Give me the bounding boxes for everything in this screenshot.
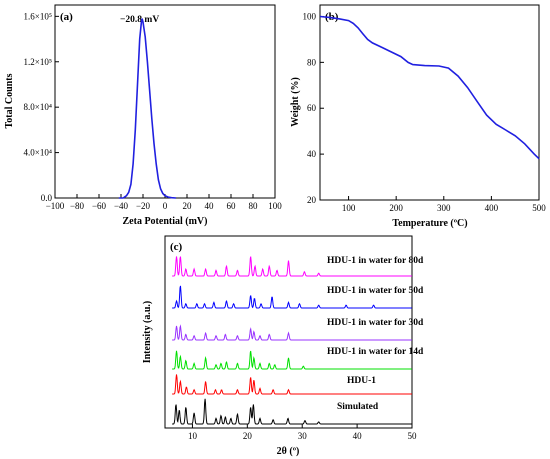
panel-b-x-ticks: 100 200 300 400 500 (342, 196, 546, 213)
panel-a-ylabel: Total Counts (4, 73, 15, 128)
panel-c-series-line (172, 398, 412, 425)
panel-c-ylabel: Intensity (a.u.) (142, 301, 153, 364)
panel-c-series-label: Simulated (337, 402, 379, 412)
panel-a-y-tick-label: 1.2×10⁵ (24, 57, 52, 67)
panel-c-series-line (172, 350, 412, 370)
panel-b-x-tick-label: 500 (532, 203, 546, 213)
panel-c-series-label: HDU-1 in water for 50d (327, 286, 424, 296)
panel-c-series-label: HDU-1 in water for 80d (327, 256, 424, 266)
panel-a-y-tick-label: 8.0×10⁴ (24, 102, 52, 112)
panel-a-y-tick-label: 0.0 (41, 193, 53, 203)
panel-a-x-tick-label: 60 (227, 201, 237, 211)
panel-c-x-tick-label: 30 (298, 431, 308, 441)
panel-a-y-tick-label: 1.6×10⁵ (24, 11, 52, 21)
panel-c-x-tick-label: 10 (188, 431, 198, 441)
panel-c-series-line (172, 285, 412, 309)
panel-c-x-tick-label: 20 (243, 431, 253, 441)
panel-c-frame (164, 235, 413, 429)
panel-b-ylabel: Weight (%) (290, 77, 301, 127)
panel-a-x-tick-label: −100 (46, 201, 65, 211)
panel-c-series-line (172, 374, 412, 395)
panel-a-frame (54, 4, 276, 199)
panel-c-x-tick-label: 50 (408, 431, 418, 441)
panel-a-y-ticks: 0.0 4.0×10⁴ 8.0×10⁴ 1.2×10⁵ 1.6×10⁵ (24, 11, 59, 203)
panel-a-x-tick-label: 0 (163, 201, 168, 211)
panel-a-x-tick-label: −20 (136, 201, 151, 211)
panel-a-annotation: −20.8 mV (120, 15, 159, 25)
panel-c-xlabel: 2θ (º) (277, 446, 300, 457)
panel-a-x-tick-label: 80 (249, 201, 259, 211)
panel-c-x-tick-label: 40 (353, 431, 363, 441)
panel-c-series: Simulated HDU-1 HDU-1 in water for 14d HDU-… (172, 256, 424, 425)
panel-b-y-tick-label: 40 (307, 149, 317, 159)
panel-a-x-tick-label: 20 (183, 201, 193, 211)
panel-b-y-tick-label: 100 (303, 11, 317, 21)
panel-b-x-tick-label: 300 (437, 203, 451, 213)
panel-a-label: (a) (60, 11, 73, 23)
panel-a-x-ticks: −100 −80 −60 −40 −20 0 20 40 60 80 100 (46, 194, 282, 211)
panel-a-x-tick-label: −40 (114, 201, 129, 211)
panel-b-y-tick-label: 20 (307, 195, 317, 205)
panel-c-series-line (172, 256, 412, 277)
panel-c-series-label: HDU-1 (347, 376, 376, 386)
panel-a-x-tick-label: 100 (268, 201, 282, 211)
panel-a-xlabel: Zeta Potential (mV) (123, 216, 208, 227)
panel-b-x-tick-label: 100 (342, 203, 356, 213)
panel-b-xlabel: Temperature (ºC) (392, 218, 467, 229)
panel-c-series-label: HDU-1 in water for 30d (327, 318, 424, 328)
panel-b-frame (319, 4, 540, 201)
panel-c: (c) 10 20 30 40 50 Simulated HDU-1 HDU-1 in wa… (142, 235, 424, 457)
panel-b-y-ticks: 20 40 60 80 100 (303, 11, 324, 205)
panel-b-series-line (319, 15, 540, 160)
panel-b-y-tick-label: 60 (307, 103, 317, 113)
panel-a-x-tick-label: −60 (92, 201, 107, 211)
panel-b-x-tick-label: 200 (389, 203, 403, 213)
panel-c-x-ticks: 10 20 30 40 50 (188, 424, 417, 441)
panel-a-series-line (118, 18, 177, 199)
panel-b-x-tick-label: 400 (485, 203, 499, 213)
panel-b-y-tick-label: 80 (307, 57, 317, 67)
panel-c-label: (c) (170, 241, 183, 253)
panel-a-x-tick-label: −80 (70, 201, 85, 211)
panel-a: (a) −20.8 mV −100 −80 −60 −40 −20 0 20 40 60 80 10… (4, 4, 282, 227)
panel-c-series-line (172, 324, 412, 341)
panel-a-x-tick-label: 40 (205, 201, 215, 211)
panel-c-series-label: HDU-1 in water for 14d (327, 347, 424, 357)
panel-a-y-tick-label: 4.0×10⁴ (24, 148, 52, 158)
